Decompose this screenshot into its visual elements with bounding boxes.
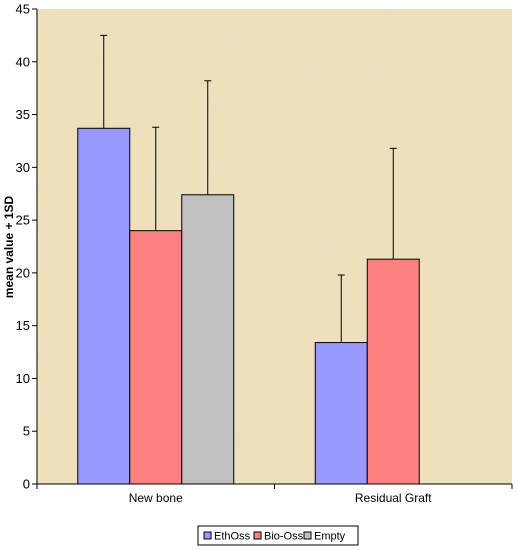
bar-bio-oss [366, 258, 420, 485]
legend-swatch [303, 531, 312, 540]
y-tick-label: 20 [16, 265, 30, 280]
x-axis: New bone Residual Graft [36, 483, 513, 505]
y-tick-label: 0 [23, 477, 30, 492]
legend-swatch [253, 531, 262, 540]
y-axis: 0 5 10 15 20 25 30 35 40 45 [16, 2, 38, 492]
legend-swatch [203, 531, 212, 540]
x-category-label: Residual Graft [355, 491, 432, 505]
legend-label: Bio-Oss [264, 531, 304, 543]
y-tick-label: 30 [16, 160, 30, 175]
legend: EthOss Bio-Oss Empty [197, 525, 359, 546]
y-tick-label: 40 [16, 54, 30, 69]
y-tick-label: 10 [16, 371, 30, 386]
y-axis-label: mean value + 1SD [2, 195, 16, 298]
bar-bio-oss [129, 230, 183, 485]
legend-box [197, 525, 359, 546]
y-tick-label: 5 [23, 424, 30, 439]
y-tick-label: 35 [16, 107, 30, 122]
bar-ethoss [314, 342, 368, 485]
legend-label: Empty [314, 531, 346, 543]
bars [77, 127, 420, 485]
y-tick-label: 45 [16, 2, 30, 17]
bar-ethoss [77, 127, 131, 485]
y-tick-label: 25 [16, 213, 30, 228]
error-bars [100, 34, 397, 343]
y-tick-label: 15 [16, 318, 30, 333]
x-category-label: New bone [129, 491, 183, 505]
bar-empty [181, 194, 235, 485]
legend-label: EthOss [214, 531, 251, 543]
